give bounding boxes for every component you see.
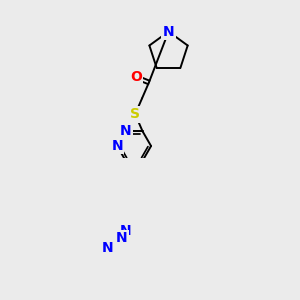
- Text: O: O: [130, 70, 142, 84]
- Text: N: N: [116, 231, 127, 245]
- Text: N: N: [120, 124, 131, 138]
- Text: N: N: [163, 25, 174, 39]
- Text: N: N: [120, 224, 131, 238]
- Text: N: N: [101, 241, 113, 255]
- Text: N: N: [111, 139, 123, 153]
- Text: S: S: [130, 107, 140, 121]
